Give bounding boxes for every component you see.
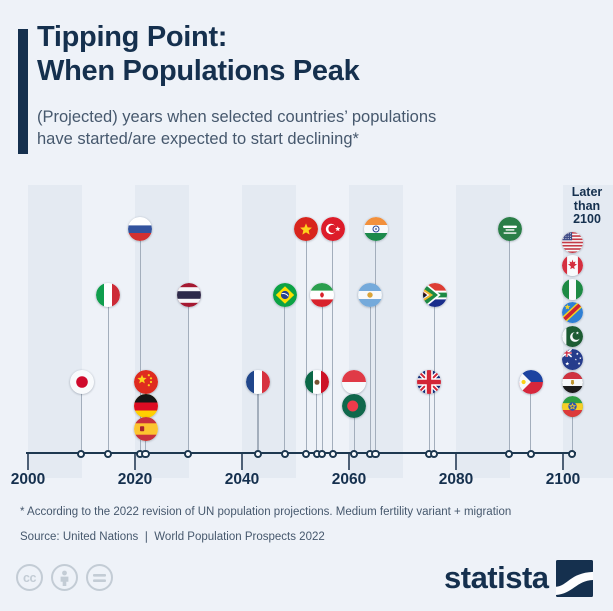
flag-stem: [107, 295, 109, 453]
flag-stem: [284, 295, 286, 453]
axis-tick-label: 2020: [117, 471, 153, 488]
axis-tick: [562, 454, 564, 470]
later-than-2100-label: Later than 2100: [571, 185, 603, 226]
axis-tick-label: 2080: [438, 471, 474, 488]
axis-tick-label: 2040: [224, 471, 260, 488]
flag-stem: [139, 229, 141, 453]
year-dot: [280, 449, 289, 459]
chart-subtitle: (Projected) years when selected countrie…: [37, 108, 437, 148]
timeline-axis: [26, 452, 576, 455]
flag-india: [363, 217, 388, 241]
axis-tick-label: 2060: [331, 471, 367, 488]
flag-stem: [305, 229, 307, 453]
cc-icon: cc: [16, 564, 43, 591]
flag-stem: [187, 295, 190, 453]
year-dot: [141, 449, 150, 459]
flag-nigeria: [562, 278, 583, 300]
year-dot: [568, 449, 577, 459]
flag-stem: [257, 382, 259, 453]
year-dot: [301, 449, 311, 459]
flag-australia: [562, 349, 583, 370]
flag-egypt: [562, 372, 583, 394]
flag-stem: [530, 382, 532, 453]
flag-canada: [562, 255, 583, 277]
flag-stem: [316, 382, 318, 453]
axis-tick-label: 2000: [10, 471, 46, 488]
decade-stripe: [28, 185, 82, 478]
statista-logo-icon: [555, 559, 593, 597]
year-dot: [317, 449, 327, 459]
statista-branding: statista: [444, 558, 593, 598]
flag-stem: [332, 229, 334, 453]
source-line: Source: United Nations ❘ World Populatio…: [20, 531, 325, 543]
flag-saudi: [497, 217, 522, 241]
flag-germany: [133, 393, 158, 418]
flag-stem: [80, 382, 83, 453]
flag-indonesia: [342, 370, 367, 394]
flag-stem: [571, 406, 574, 453]
flag-turkey: [320, 217, 345, 241]
year-dot: [104, 449, 113, 459]
year-dot: [184, 449, 193, 459]
flag-bangladesh: [342, 393, 367, 418]
flag-ethiopia: [562, 395, 583, 417]
year-dot: [253, 449, 262, 459]
flag-pakistan: [562, 325, 583, 347]
attribution-icon: [51, 564, 78, 591]
flag-japan: [69, 370, 94, 394]
population-peak-timeline-chart: 2000 2020 2040 2060 2080 2100 Later than 2100: [0, 183, 613, 488]
axis-tick: [27, 454, 29, 470]
statista-wordmark: statista: [444, 560, 549, 595]
title-line-2: When Populations Peak: [37, 55, 360, 87]
year-dot: [371, 449, 380, 459]
axis-tick: [134, 454, 136, 470]
license-badges: cc: [16, 564, 113, 591]
axis-tick-label: 2100: [545, 471, 581, 488]
year-dot: [350, 449, 359, 459]
axis-tick: [348, 454, 350, 470]
flag-spain: [133, 416, 158, 441]
no-derivatives-icon: [86, 564, 113, 591]
flag-stem: [508, 229, 511, 453]
flag-vietnam: [294, 217, 319, 241]
flag-stem: [145, 428, 147, 453]
page-title: Tipping Point: When Populations Peak: [37, 20, 360, 88]
flag-russia: [128, 217, 153, 241]
year-dot: [328, 449, 337, 459]
flag-france: [246, 370, 271, 394]
axis-tick: [455, 454, 457, 470]
flag-china: [133, 370, 158, 394]
flag-stem: [369, 295, 371, 453]
flag-mexico: [304, 370, 329, 394]
flag-southafrica: [422, 283, 447, 307]
footnote: * According to the 2022 revision of UN p…: [20, 506, 512, 518]
flag-thailand: [176, 283, 201, 307]
flag-stem: [375, 229, 377, 453]
year-dot: [526, 449, 535, 459]
axis-tick: [241, 454, 243, 470]
flag-argentina: [358, 283, 383, 307]
year-dot: [430, 449, 439, 459]
year-dot: [505, 449, 514, 459]
flag-stem: [428, 382, 430, 453]
flag-uk: [417, 370, 442, 394]
flag-italy: [96, 283, 121, 307]
flag-iran: [310, 283, 335, 307]
year-dot: [77, 449, 86, 459]
title-line-1: Tipping Point:: [37, 21, 228, 53]
flag-usa: [562, 232, 583, 253]
decade-stripe: [242, 185, 296, 478]
flag-stem: [353, 405, 355, 453]
flag-philippines: [518, 370, 543, 394]
flag-brazil: [272, 283, 297, 307]
title-accent-bar: [18, 29, 28, 154]
